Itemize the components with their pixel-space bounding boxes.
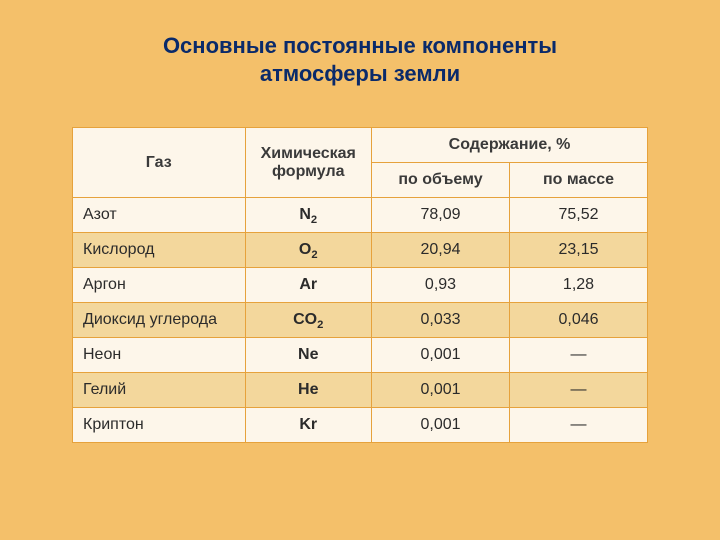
cell-gas: Неон (73, 338, 246, 373)
cell-volume: 0,001 (372, 373, 510, 408)
title-line-1: Основные постоянные компоненты (163, 33, 557, 58)
col-header-gas: Газ (73, 128, 246, 198)
cell-mass: — (510, 373, 648, 408)
cell-formula: N2 (245, 198, 372, 233)
page-container: Основные постоянные компоненты атмосферы… (0, 0, 720, 540)
cell-gas: Азот (73, 198, 246, 233)
col-header-content: Содержание, % (372, 128, 648, 163)
cell-volume: 20,94 (372, 233, 510, 268)
col-header-volume: по объему (372, 163, 510, 198)
title-line-2: атмосферы земли (260, 61, 460, 86)
cell-gas: Аргон (73, 268, 246, 303)
cell-mass: 0,046 (510, 303, 648, 338)
table-row: Диоксид углеродаCO20,0330,046 (73, 303, 648, 338)
table-row: ГелийHe0,001— (73, 373, 648, 408)
cell-mass: 75,52 (510, 198, 648, 233)
cell-mass: 1,28 (510, 268, 648, 303)
cell-formula: Kr (245, 408, 372, 443)
cell-formula: O2 (245, 233, 372, 268)
cell-formula: CO2 (245, 303, 372, 338)
cell-formula: Ne (245, 338, 372, 373)
cell-volume: 0,001 (372, 338, 510, 373)
atmosphere-table: Газ Химическаяформула Содержание, % по о… (72, 127, 648, 443)
table-head: Газ Химическаяформула Содержание, % по о… (73, 128, 648, 198)
table-body: АзотN278,0975,52КислородO220,9423,15Арго… (73, 198, 648, 443)
cell-mass: — (510, 408, 648, 443)
cell-gas: Гелий (73, 373, 246, 408)
col-header-formula: Химическаяформула (245, 128, 372, 198)
cell-volume: 0,033 (372, 303, 510, 338)
page-title: Основные постоянные компоненты атмосферы… (72, 32, 648, 87)
cell-mass: 23,15 (510, 233, 648, 268)
cell-gas: Кислород (73, 233, 246, 268)
col-header-mass: по массе (510, 163, 648, 198)
table-row: АзотN278,0975,52 (73, 198, 648, 233)
cell-formula: He (245, 373, 372, 408)
table-row: КислородO220,9423,15 (73, 233, 648, 268)
cell-gas: Диоксид углерода (73, 303, 246, 338)
table-row: НеонNe0,001— (73, 338, 648, 373)
cell-gas: Криптон (73, 408, 246, 443)
cell-volume: 0,93 (372, 268, 510, 303)
cell-formula: Ar (245, 268, 372, 303)
table-row: КриптонKr0,001— (73, 408, 648, 443)
table-row: АргонAr0,931,28 (73, 268, 648, 303)
cell-mass: — (510, 338, 648, 373)
cell-volume: 78,09 (372, 198, 510, 233)
cell-volume: 0,001 (372, 408, 510, 443)
